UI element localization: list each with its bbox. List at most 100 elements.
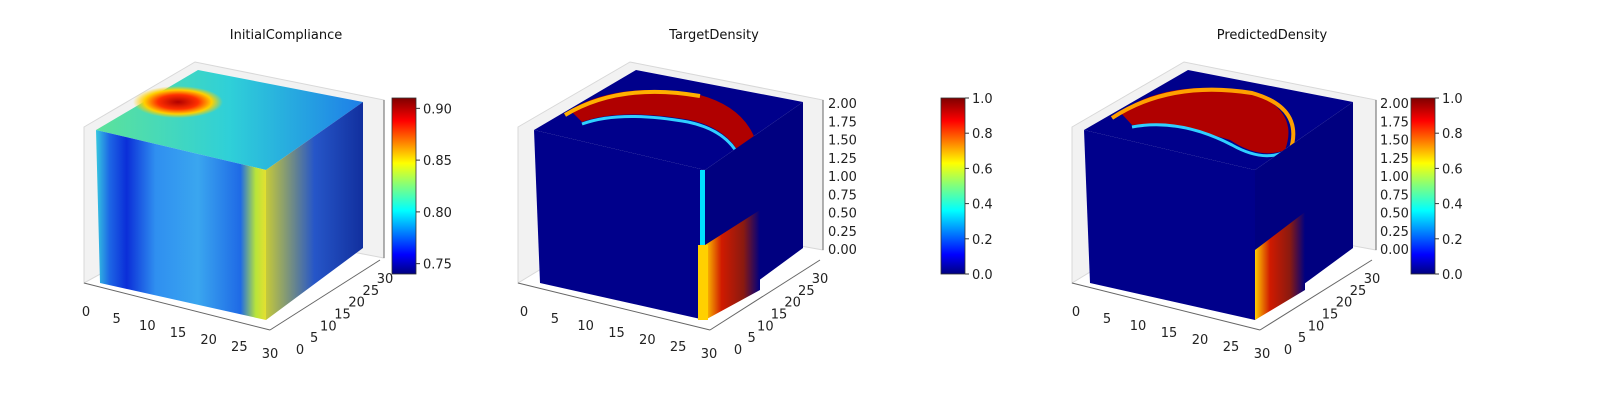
y-tick-label: 0 (296, 343, 304, 358)
chart-title: TargetDensity (668, 28, 759, 43)
density-band-edge (1110, 87, 1296, 153)
colorbar-tick-label: 0.4 (972, 198, 993, 213)
panel-target-density: TargetDensity 0 5 10 15 20 25 30 051015202530 … (517, 28, 993, 362)
x-tick-label: 25 (231, 340, 248, 355)
density-band-edge (581, 114, 746, 171)
colorbar-tick-label: 0.2 (972, 233, 993, 248)
cube-side-face (266, 102, 363, 320)
y-tick-label: 30 (812, 272, 829, 287)
colorbar-tick-label: 0.0 (1442, 268, 1463, 283)
x-tick-label: 20 (1192, 333, 1209, 348)
density-band-edge (1131, 123, 1286, 158)
colorbar-tick-label: 0.85 (423, 154, 452, 169)
x-tick-label: 30 (262, 347, 279, 362)
colorbar-tick-label: 0.2 (1442, 233, 1463, 248)
x-tick-label: 30 (701, 347, 718, 362)
z-tick-label: 1.00 (828, 170, 857, 185)
chart-title: PredictedDensity (1217, 28, 1328, 43)
colorbar-tick-label: 0.0 (972, 268, 993, 283)
y-tick-label: 25 (798, 284, 815, 299)
density-band-edge (563, 89, 701, 117)
z-tick-label: 1.50 (828, 134, 857, 149)
x-tick-label: 30 (1254, 347, 1271, 362)
colorbar-ticks: 0.75 0.80 0.85 0.90 (416, 102, 452, 273)
x-tick-label: 20 (200, 333, 217, 348)
colorbar-tick-label: 1.0 (1442, 92, 1463, 107)
y-tick-label: 15 (771, 308, 788, 323)
colorbar-tick-label: 0.75 (423, 258, 452, 273)
y-tick-label: 15 (1322, 308, 1339, 323)
side-density-region (1255, 212, 1305, 320)
x-axis-line (83, 282, 271, 331)
x-tick-labels: 0 5 10 15 20 25 30 (82, 305, 278, 362)
y-tick-label: 5 (748, 331, 756, 346)
x-tick-labels: 0 5 10 15 20 25 30 (520, 305, 717, 362)
side-density-region (705, 210, 760, 320)
x-tick-label: 15 (1161, 326, 1178, 341)
z-tick-label: 0.50 (828, 207, 857, 222)
y-tick-label: 25 (363, 284, 380, 299)
y-tick-label: 0 (734, 343, 742, 358)
y-tick-label: 0 (1284, 343, 1292, 358)
colorbar-tick-label: 0.8 (1442, 127, 1463, 142)
z-tick-label: 1.25 (1380, 152, 1409, 167)
z-tick-label: 2.00 (1380, 97, 1409, 112)
x-tick-label: 20 (639, 333, 656, 348)
y-tick-label: 20 (1336, 296, 1353, 311)
z-tick-label: 0.00 (1380, 243, 1409, 258)
y-tick-label: 15 (334, 308, 351, 323)
x-tick-label: 10 (577, 319, 594, 334)
y-tick-label: 5 (1298, 331, 1306, 346)
colorbar (1410, 97, 1436, 275)
y-tick-label: 30 (1364, 272, 1381, 287)
z-tick-label: 0.75 (828, 188, 857, 203)
colorbar-tick-label: 0.6 (972, 162, 993, 177)
x-tick-label: 5 (551, 312, 559, 327)
colorbar-tick-label: 0.6 (1442, 162, 1463, 177)
y-tick-label: 25 (1350, 284, 1367, 299)
colorbar-tick-label: 1.0 (972, 92, 993, 107)
y-axis-line (1259, 259, 1373, 331)
z-tick-labels: 0.00 0.25 0.50 0.75 1.00 1.25 1.50 1.75 2.00 (1380, 97, 1409, 258)
density-band-top (570, 90, 760, 168)
front-hot-column (698, 245, 708, 320)
z-tick-label: 1.00 (1380, 170, 1409, 185)
z-tick-label: 0.50 (1380, 207, 1409, 222)
x-tick-label: 25 (670, 340, 687, 355)
density-band-top (1120, 87, 1289, 154)
z-tick-labels: 0.00 0.25 0.50 0.75 1.00 1.25 1.50 1.75 2.00 (828, 97, 857, 258)
colorbar-ticks: 0.0 0.2 0.4 0.6 0.8 1.0 (1435, 92, 1463, 283)
z-tick-label: 1.75 (1380, 115, 1409, 130)
panel-initial-compliance: InitialCompliance 0 5 10 15 20 25 30 051015202… (82, 28, 452, 362)
x-tick-labels: 0 5 10 15 20 25 30 (1072, 305, 1270, 362)
x-tick-label: 10 (1130, 319, 1147, 334)
z-tick-label: 2.00 (828, 97, 857, 112)
x-tick-label: 5 (113, 312, 121, 327)
y-tick-label: 5 (310, 331, 318, 346)
x-axis-line (1071, 282, 1261, 331)
hotspot-region (133, 86, 223, 118)
x-tick-label: 10 (139, 319, 156, 334)
cube-front-face (96, 130, 266, 320)
y-tick-label: 30 (377, 272, 394, 287)
cube-front-face (1084, 130, 1255, 320)
x-tick-label: 15 (608, 326, 625, 341)
y-tick-label: 20 (348, 296, 365, 311)
y-tick-label: 10 (757, 319, 774, 334)
x-axis-line (517, 282, 711, 331)
z-tick-label: 0.00 (828, 243, 857, 258)
y-axis-line (709, 259, 821, 331)
colorbar-tick-label: 0.80 (423, 206, 452, 221)
x-tick-label: 15 (170, 326, 187, 341)
z-tick-label: 0.25 (828, 225, 857, 240)
z-tick-label: 0.25 (1380, 225, 1409, 240)
z-tick-label: 1.75 (828, 115, 857, 130)
x-tick-label: 25 (1223, 340, 1240, 355)
x-tick-label: 0 (1072, 305, 1080, 320)
colorbar-tick-label: 0.4 (1442, 198, 1463, 213)
z-tick-label: 1.25 (828, 152, 857, 167)
